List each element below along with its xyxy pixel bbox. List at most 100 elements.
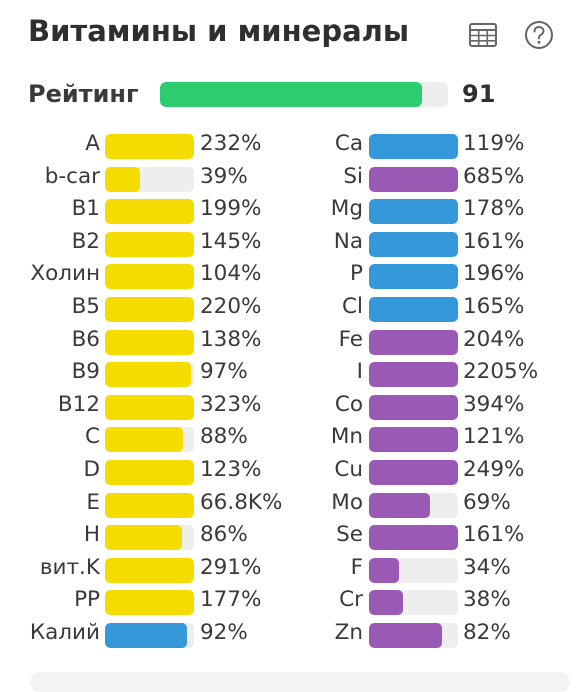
vitamin-value: 97% <box>200 359 248 385</box>
mineral-value: 69% <box>463 489 511 515</box>
mineral-label: Co <box>334 391 363 417</box>
vitamin-bar <box>105 622 194 648</box>
mineral-bar-fill <box>369 296 458 322</box>
vitamin-bar-fill <box>105 264 194 290</box>
mineral-value: 121% <box>463 424 525 450</box>
mineral-bar-fill <box>369 525 458 551</box>
mineral-value: 204% <box>463 326 525 352</box>
table-grid-icon[interactable] <box>467 19 499 51</box>
mineral-bar <box>369 394 458 420</box>
vitamin-label: B12 <box>57 391 100 417</box>
mineral-label: Cu <box>334 456 363 482</box>
mineral-value: 394% <box>463 391 525 417</box>
vitamin-value: 104% <box>200 261 262 287</box>
mineral-bar <box>369 329 458 355</box>
vitamin-bar <box>105 362 194 388</box>
mineral-label: P <box>350 261 363 287</box>
mineral-bar <box>369 622 458 648</box>
vitamin-value: 323% <box>200 391 262 417</box>
mineral-bar-fill <box>369 166 458 192</box>
mineral-label: Mn <box>330 424 363 450</box>
mineral-label: Na <box>333 228 363 254</box>
mineral-bar <box>369 134 458 159</box>
mineral-value: 119% <box>463 131 525 156</box>
vitamin-value: 86% <box>200 522 248 548</box>
vitamin-bar-fill <box>105 525 182 551</box>
vitamin-bar <box>105 264 194 290</box>
rating-label: Рейтинг <box>28 80 139 108</box>
vitamin-label: PP <box>74 587 100 613</box>
vitamin-bar <box>105 557 194 583</box>
mineral-label: Ca <box>334 131 363 156</box>
vitamin-bar <box>105 134 194 159</box>
mineral-value: 165% <box>463 293 525 319</box>
mineral-label: Cr <box>339 587 363 613</box>
mineral-bar-fill <box>369 264 458 290</box>
mineral-label: Mg <box>330 196 363 222</box>
page-title: Витамины и минералы <box>28 14 410 48</box>
mineral-label: F <box>350 554 363 580</box>
vitamin-bar <box>105 492 194 518</box>
rating-row: Рейтинг 91 <box>0 72 581 116</box>
mineral-value: 161% <box>463 228 525 254</box>
rating-bar-fill <box>160 82 423 107</box>
mineral-label: Si <box>343 163 363 189</box>
vitamin-label: H <box>83 522 100 548</box>
vitamin-bar <box>105 525 194 551</box>
mineral-bar-fill <box>369 329 458 355</box>
vitamin-label: вит.K <box>39 554 100 580</box>
next-card-edge <box>30 672 570 692</box>
vitamin-value: 66.8K% <box>200 489 283 515</box>
mineral-label: I <box>356 359 363 385</box>
vitamin-label: E <box>86 489 100 515</box>
mineral-bar-fill <box>369 362 458 388</box>
vitamin-bar-fill <box>105 557 194 583</box>
mineral-value: 178% <box>463 196 525 222</box>
mineral-bar-fill <box>369 394 458 420</box>
vitamin-value: 138% <box>200 326 262 352</box>
mineral-bar-fill <box>369 427 458 453</box>
mineral-value: 82% <box>463 619 511 645</box>
vitamin-value: 39% <box>200 163 248 189</box>
vitamin-label: Холин <box>30 261 100 287</box>
vitamin-value: 199% <box>200 196 262 222</box>
vitamin-bar <box>105 296 194 322</box>
vitamin-bar <box>105 394 194 420</box>
vitamin-bar-fill <box>105 231 194 257</box>
vitamin-bar <box>105 199 194 225</box>
mineral-bar <box>369 525 458 551</box>
mineral-bar <box>369 459 458 485</box>
mineral-bar <box>369 557 458 583</box>
vitamin-value: 88% <box>200 424 248 450</box>
vitamin-value: 123% <box>200 456 262 482</box>
mineral-bar-fill <box>369 622 442 648</box>
vitamin-label: A <box>85 131 100 156</box>
vitamin-bar-fill <box>105 590 194 616</box>
vitamin-value: 177% <box>200 587 262 613</box>
mineral-bar <box>369 492 458 518</box>
vitamin-bar-fill <box>105 134 194 159</box>
mineral-label: Se <box>336 522 363 548</box>
mineral-label: Mo <box>331 489 363 515</box>
vitamin-label: B2 <box>71 228 100 254</box>
mineral-value: 685% <box>463 163 525 189</box>
mineral-bar-fill <box>369 199 458 225</box>
vitamin-bar-fill <box>105 622 187 648</box>
vitamin-bar-fill <box>105 296 194 322</box>
vitamin-bar <box>105 231 194 257</box>
vitamin-value: 145% <box>200 228 262 254</box>
vitamin-label: D <box>83 456 100 482</box>
vitamin-label: Калий <box>29 619 100 645</box>
mineral-label: Zn <box>334 619 363 645</box>
vitamin-bar-fill <box>105 427 184 453</box>
vitamin-bar <box>105 166 194 192</box>
question-circle-icon[interactable] <box>523 19 555 51</box>
mineral-bar <box>369 264 458 290</box>
vitamin-value: 92% <box>200 619 248 645</box>
vitamin-label: C <box>84 424 100 450</box>
mineral-bar-fill <box>369 492 431 518</box>
mineral-value: 249% <box>463 456 525 482</box>
mineral-label: Cl <box>342 293 363 319</box>
vitamin-label: B1 <box>71 196 100 222</box>
mineral-bar <box>369 362 458 388</box>
